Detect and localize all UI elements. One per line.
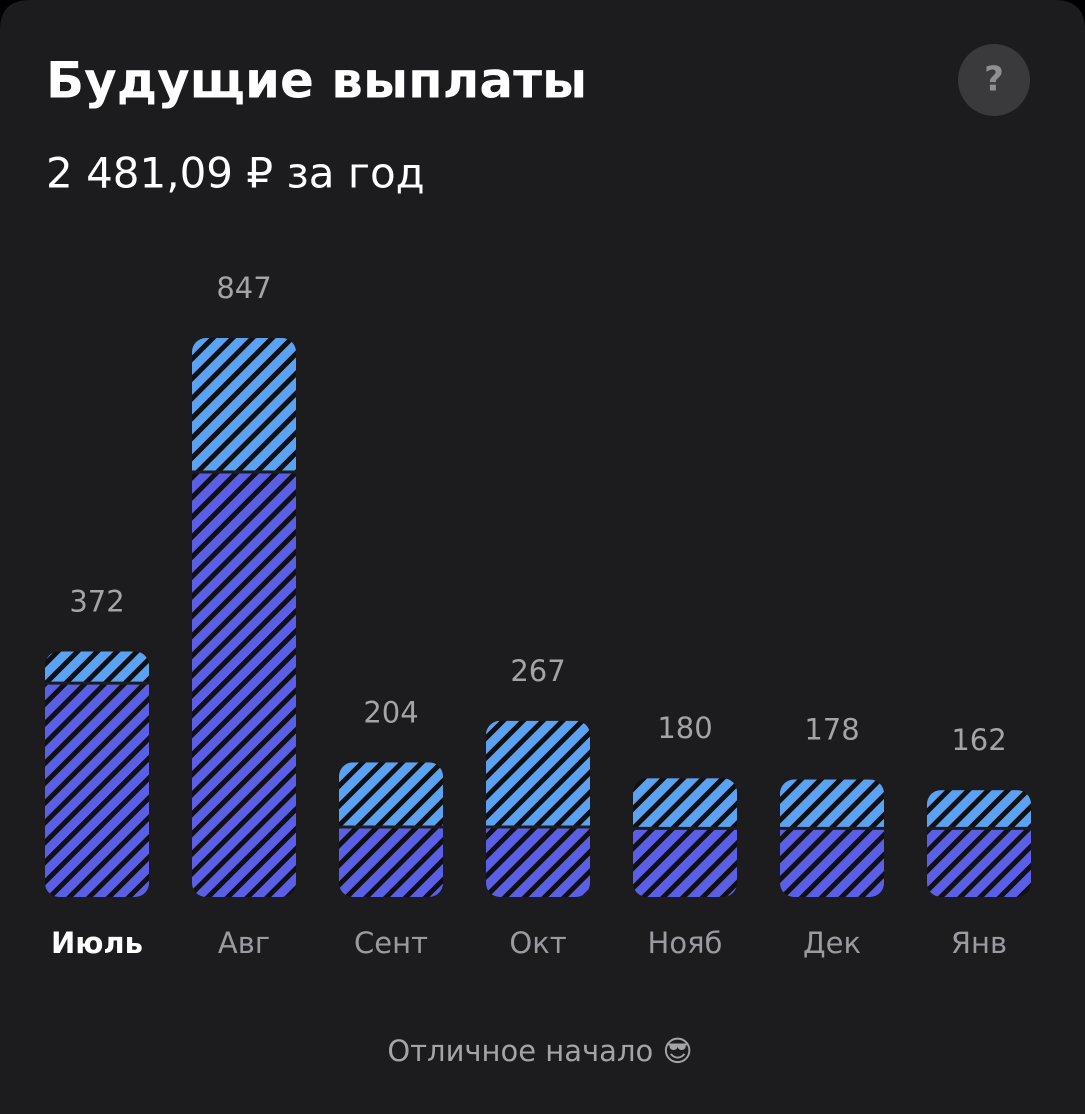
x-tick-label: Июль [51,926,143,960]
x-tick-label: Сент [354,926,428,960]
x-tick-label: Янв [951,926,1007,960]
bar-stack [780,779,884,897]
subtitle: 2 481,09 ₽ за год [46,149,425,198]
bar-segment [45,651,149,684]
bar-total-label: 162 [951,723,1006,757]
x-tick-label: Окт [509,926,566,960]
help-circle[interactable] [958,44,1030,116]
footer-note: Отличное начало 😎 [387,1034,692,1068]
help-icon[interactable]: ? [984,60,1004,100]
help-button[interactable]: ? [958,44,1030,116]
bar-segment [927,828,1031,897]
bar-segment [633,828,737,897]
x-tick-label: Нояб [648,926,723,960]
bar-segment [486,720,590,828]
x-tick-label: Авг [218,926,270,960]
bar-segment [780,828,884,897]
bar-total-label: 180 [657,711,712,745]
bar-stack [927,790,1031,897]
x-tick-label: Дек [803,926,861,960]
bar-stack [633,778,737,897]
bar-segment [45,683,149,897]
bar-stack [192,338,296,897]
bar-stack [45,651,149,897]
bar-segment [192,471,296,897]
bar-segment [633,778,737,829]
bar-segment [927,790,1031,829]
bar-segment [486,827,590,897]
bar-stack [486,720,590,897]
bar-segment [339,762,443,828]
bar-total-label: 847 [216,271,271,305]
bar-total-label: 267 [510,654,565,688]
bar-stack [339,762,443,897]
bar-segment [339,827,443,897]
bar-total-label: 372 [69,584,124,618]
title: Будущие выплаты [46,52,587,110]
bar-segment [780,779,884,829]
bar-segment [192,338,296,472]
bar-total-label: 178 [804,713,859,747]
bar-total-label: 204 [363,695,418,729]
